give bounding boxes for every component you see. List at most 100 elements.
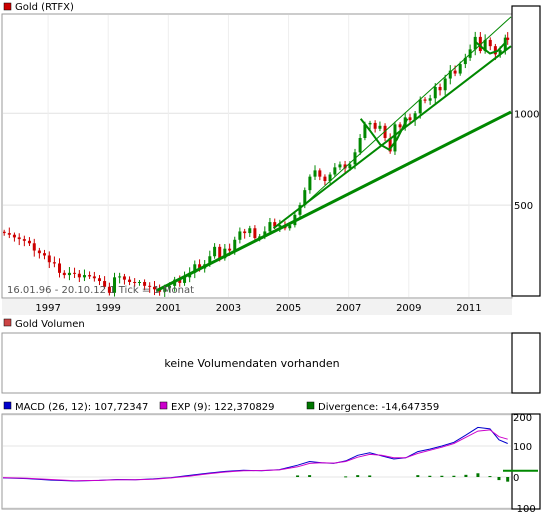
- price-candle: [303, 190, 307, 206]
- price-candle: [218, 246, 222, 259]
- x-tick-label: 2011: [456, 303, 481, 314]
- price-candle: [358, 137, 362, 153]
- divergence-bar: [506, 477, 510, 482]
- price-candle: [408, 117, 412, 121]
- price-candle: [268, 222, 272, 232]
- price-candle: [328, 174, 332, 181]
- price-candle: [363, 124, 367, 138]
- price-candle: [253, 228, 257, 239]
- price-candles: [3, 31, 510, 297]
- price-candle: [473, 36, 477, 50]
- price-candle: [238, 231, 242, 240]
- price-candle: [243, 231, 247, 234]
- price-candle: [77, 273, 81, 278]
- price-candle: [333, 167, 337, 175]
- price-candle: [498, 50, 502, 55]
- price-candle: [453, 70, 457, 74]
- volume-plot-frame: [1, 332, 513, 394]
- price-candle: [62, 272, 66, 276]
- price-candle: [17, 237, 21, 240]
- volume-title-marker: [3, 318, 12, 327]
- macd-panel: MACD (26, 12): 107,72347 EXP (9): 122,370…: [1, 401, 541, 515]
- divergence-bar: [464, 474, 468, 477]
- macd-y-tick-label: 200: [513, 413, 532, 424]
- price-candle: [208, 256, 212, 265]
- price-trendline: [155, 110, 512, 293]
- price-candle: [433, 86, 437, 99]
- divergence-bar: [368, 475, 372, 477]
- price-trendline: [272, 45, 512, 230]
- volume-title: Gold Volumen: [15, 319, 85, 330]
- price-candle: [183, 277, 187, 283]
- price-candle: [418, 99, 422, 114]
- macd-series: [3, 426, 510, 482]
- macd-legend-swatch: [306, 401, 315, 410]
- price-candle: [493, 46, 497, 55]
- price-candle: [122, 276, 126, 280]
- price-grid: [3, 15, 511, 297]
- divergence-bar: [296, 475, 300, 477]
- divergence-bar: [488, 476, 492, 478]
- price-candle: [198, 264, 202, 269]
- price-candle: [368, 122, 372, 125]
- price-candle: [178, 279, 182, 283]
- price-candle: [233, 239, 237, 251]
- price-candle: [137, 281, 141, 283]
- price-candle: [323, 176, 327, 181]
- divergence-bar: [356, 475, 360, 477]
- x-tick-label: 2001: [156, 303, 181, 314]
- price-candle: [67, 272, 71, 276]
- price-candle: [288, 225, 292, 229]
- price-candle: [118, 276, 122, 278]
- price-candle: [213, 246, 217, 257]
- price-candle: [133, 281, 137, 283]
- price-title: Gold (RTFX): [15, 2, 74, 13]
- price-candle: [7, 233, 11, 235]
- price-candle: [313, 170, 317, 177]
- price-candle: [298, 205, 302, 215]
- price-candle: [128, 279, 132, 282]
- exp-line: [3, 429, 508, 482]
- price-candle: [12, 234, 16, 238]
- macd-legend-swatch: [159, 401, 168, 410]
- price-candle: [428, 98, 432, 101]
- price-candle: [348, 164, 352, 169]
- divergence-bar: [308, 475, 312, 477]
- price-candle: [438, 86, 442, 91]
- price-right-box: [511, 5, 541, 297]
- price-candle: [423, 99, 427, 101]
- x-axis: 1997 1999 2001 2003 2005 2007 2009 2011: [2, 299, 512, 315]
- price-candle: [92, 276, 96, 279]
- price-candle: [448, 70, 452, 79]
- divergence-bar: [428, 475, 432, 477]
- price-candle: [88, 275, 92, 277]
- price-candle: [398, 124, 402, 128]
- price-candle: [82, 275, 86, 278]
- macd-legend: MACD (26, 12): 107,72347 EXP (9): 122,370…: [3, 401, 439, 413]
- price-candle: [228, 248, 232, 251]
- divergence-bar: [416, 475, 420, 477]
- price-candle: [458, 64, 462, 74]
- price-candle: [443, 78, 447, 91]
- price-candle: [193, 264, 197, 273]
- divergence-bar: [344, 476, 348, 478]
- price-candle: [413, 113, 417, 121]
- macd-grid: [3, 414, 511, 509]
- macd-plot-frame: [1, 413, 513, 510]
- price-candle: [378, 125, 382, 129]
- price-candle: [393, 124, 397, 152]
- x-tick-label: 1999: [95, 303, 120, 314]
- volume-right-box: [511, 332, 541, 394]
- price-candle: [478, 36, 482, 52]
- price-arc-pattern: [474, 40, 506, 55]
- price-title-marker: [3, 2, 12, 11]
- price-candle: [32, 243, 36, 251]
- price-candle: [148, 285, 152, 287]
- price-candle: [248, 228, 252, 234]
- volume-no-data-message: keine Volumendaten vorhanden: [164, 357, 339, 370]
- x-tick-label: 2005: [276, 303, 301, 314]
- macd-y-tick-label: 100: [513, 442, 532, 453]
- price-candle: [388, 137, 392, 152]
